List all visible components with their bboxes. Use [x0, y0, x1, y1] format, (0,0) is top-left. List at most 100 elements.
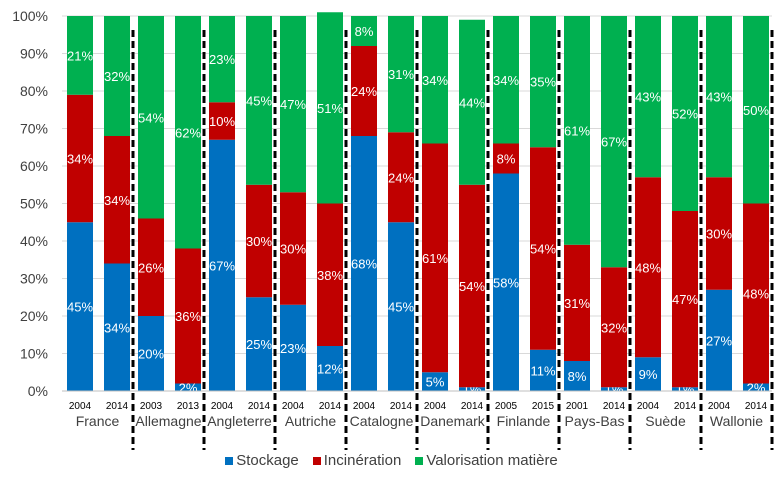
data-label: 25% [246, 337, 272, 352]
bar-segment [67, 94, 93, 223]
bar-segment [246, 297, 272, 391]
data-label: 45% [388, 300, 414, 315]
year-label: 2004 [211, 401, 234, 412]
bar-segment [672, 211, 698, 388]
bar-segment [459, 19, 485, 185]
data-label: 51% [317, 101, 343, 116]
bar-segment [459, 387, 485, 391]
bar-segment [175, 16, 201, 249]
y-tick-label: 60% [20, 158, 48, 174]
bar-segment [564, 16, 590, 245]
data-label: 9% [639, 367, 658, 382]
country-label: Finlande [497, 413, 551, 429]
data-label: 47% [672, 292, 698, 307]
legend-swatch [225, 456, 234, 465]
data-label: 30% [706, 227, 732, 242]
data-label: 68% [351, 257, 377, 272]
data-label: 47% [280, 97, 306, 112]
year-label: 2004 [708, 401, 731, 412]
bar-segment [706, 16, 732, 178]
data-label: 34% [422, 73, 448, 88]
bar-segment [138, 316, 164, 391]
data-label: 8% [355, 24, 374, 39]
country-label: Danemark [420, 413, 486, 429]
data-label: 62% [175, 125, 201, 140]
data-label: 11% [530, 363, 555, 378]
bar-segment [493, 173, 519, 391]
data-label: 5% [426, 375, 445, 390]
y-tick-label: 50% [20, 196, 48, 212]
data-label: 32% [104, 69, 130, 84]
year-label: 2004 [282, 401, 305, 412]
data-label: 48% [743, 287, 769, 302]
bar-segment [209, 16, 235, 103]
bar-segment [743, 203, 769, 384]
bar-segment [138, 16, 164, 219]
y-tick-label: 20% [20, 308, 48, 324]
bar-segment [635, 357, 661, 391]
data-label: 23% [209, 52, 235, 67]
bar-segment [564, 244, 590, 361]
data-label: 67% [209, 258, 235, 273]
bar-segment [493, 16, 519, 144]
bar-segment [317, 203, 343, 346]
data-label: 58% [493, 275, 519, 290]
bar-segment [635, 16, 661, 178]
data-label: 34% [104, 320, 130, 335]
country-label: Allemagne [135, 413, 201, 429]
data-label: 52% [672, 107, 698, 122]
year-label: 2004 [353, 401, 376, 412]
data-label: 8% [497, 152, 516, 167]
data-label: 10% [209, 114, 235, 129]
country-label: Angleterre [207, 413, 272, 429]
country-label: Wallonie [710, 413, 763, 429]
data-label: 45% [67, 300, 93, 315]
bar-segment [601, 387, 627, 391]
y-tick-label: 90% [20, 46, 48, 62]
bar-segment [351, 136, 377, 391]
year-label: 2014 [461, 401, 484, 412]
bar-segment [209, 139, 235, 391]
data-label: 30% [280, 242, 306, 257]
bar-segment [175, 383, 201, 391]
year-label: 2014 [674, 401, 697, 412]
bar-segment [530, 349, 556, 391]
bar-segment [459, 184, 485, 388]
data-label: 24% [351, 84, 377, 99]
y-tick-label: 100% [12, 8, 48, 24]
bar-segment [422, 16, 448, 144]
bar-segment [564, 361, 590, 391]
data-label: 31% [388, 67, 414, 82]
data-label: 27% [706, 333, 732, 348]
bar-segment [246, 16, 272, 185]
bar-segment [530, 16, 556, 148]
country-label: Pays-Bas [565, 413, 625, 429]
year-label: 2013 [177, 401, 200, 412]
year-label: 2014 [390, 401, 413, 412]
legend-item-stockage: Stockage [225, 452, 299, 469]
country-label: Catalogne [350, 413, 414, 429]
data-label: 34% [104, 193, 130, 208]
data-label: 30% [246, 234, 272, 249]
data-label: 24% [388, 170, 414, 185]
data-label: 54% [138, 110, 164, 125]
data-label: 34% [67, 152, 93, 167]
data-label: 50% [743, 103, 769, 118]
bar-segment [209, 102, 235, 140]
legend-item-valorisation: Valorisation matière [415, 452, 558, 469]
y-tick-label: 0% [28, 383, 48, 399]
bar-segment [104, 136, 130, 264]
legend-item-incineration: Incinération [312, 452, 401, 469]
y-tick-label: 80% [20, 83, 48, 99]
data-label: 34% [493, 73, 519, 88]
year-label: 2004 [424, 401, 447, 412]
year-label: 2014 [248, 401, 271, 412]
legend-swatch [415, 456, 424, 465]
data-label: 35% [530, 75, 556, 90]
bar-segment [388, 222, 414, 391]
country-label: Autriche [285, 413, 337, 429]
bar-segment [317, 346, 343, 391]
y-tick-label: 10% [20, 346, 48, 362]
bar-segment [706, 289, 732, 391]
